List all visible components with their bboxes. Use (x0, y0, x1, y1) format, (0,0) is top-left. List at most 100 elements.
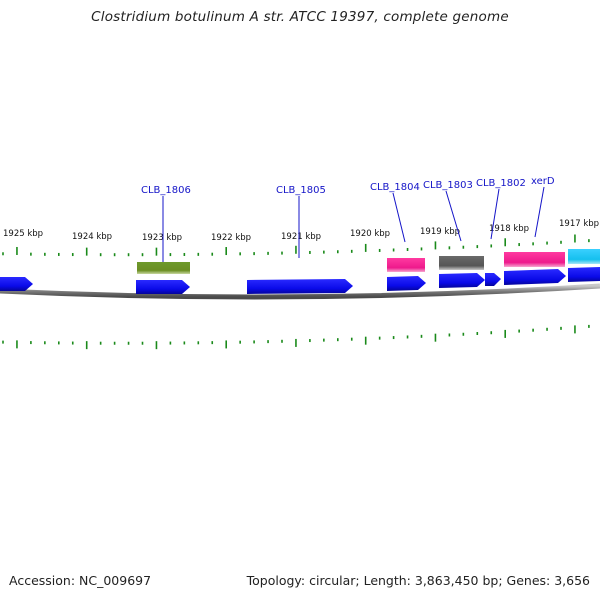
ruler-minor-tick (309, 339, 311, 343)
ruler-minor-tick (337, 250, 339, 254)
gene-cog-box (137, 262, 190, 274)
ruler-minor-tick (127, 341, 130, 345)
ruler-minor-tick (267, 251, 269, 255)
ruler-minor-tick (99, 253, 102, 257)
ruler-minor-tick (113, 341, 116, 345)
ruler-minor-tick (462, 245, 465, 249)
ruler-minor-tick (183, 252, 186, 256)
gene-label: CLB_1802 (476, 178, 526, 189)
ruler-minor-tick (169, 341, 172, 345)
gene-arrow (247, 279, 353, 294)
top-ruler (2, 234, 590, 257)
ruler-minor-tick (99, 341, 102, 345)
gene-arrow (439, 273, 485, 288)
ruler-minor-tick (532, 328, 534, 332)
ruler-label: 1922 kbp (211, 233, 251, 243)
gene-arrow (568, 267, 600, 282)
gene-label: CLB_1803 (423, 180, 473, 191)
ruler-label: 1921 kbp (281, 232, 321, 242)
ruler-label: 1925 kbp (3, 229, 43, 239)
ruler-minor-tick (323, 250, 325, 254)
ruler-minor-tick (113, 253, 116, 257)
ruler-minor-tick (2, 340, 4, 344)
ruler-minor-tick (490, 331, 493, 335)
ruler-minor-tick (588, 239, 590, 243)
ruler-minor-tick (392, 336, 395, 340)
gene-leader-line (392, 192, 406, 243)
ruler-minor-tick (392, 248, 395, 252)
ruler-minor-tick (350, 337, 353, 341)
gene-arrow (136, 280, 190, 294)
gene-label: xerD (531, 176, 555, 187)
ruler-minor-tick (378, 336, 381, 340)
map-title: Clostridium botulinum A str. ATCC 19397,… (91, 9, 509, 25)
accession-text: Accession: NC_009697 (9, 573, 152, 588)
genome-backbone (0, 283, 600, 300)
gene-leader-line (534, 186, 545, 238)
gene-arrow (485, 273, 501, 286)
ruler-label: 1918 kbp (489, 224, 529, 234)
ruler-minor-tick (267, 340, 269, 344)
ruler-minor-tick (30, 341, 32, 345)
ruler-minor-tick (169, 253, 172, 257)
ruler-minor-tick (448, 333, 451, 337)
ruler-minor-tick (462, 332, 465, 336)
gene-arrow (504, 269, 566, 285)
ruler-minor-tick (560, 326, 562, 330)
gene-cog-box (439, 256, 484, 270)
ruler-minor-tick (211, 341, 214, 345)
ruler-label: 1920 kbp (350, 229, 390, 239)
ruler-minor-tick (58, 341, 60, 345)
ruler-minor-tick (337, 338, 339, 342)
ruler-minor-tick (490, 244, 493, 248)
gene-label: CLB_1804 (370, 182, 420, 193)
ruler-minor-tick (141, 253, 144, 257)
ruler-minor-tick (71, 253, 74, 257)
ruler-minor-tick (309, 250, 311, 254)
gene-cog-box (568, 249, 600, 264)
ruler-minor-tick (197, 341, 200, 345)
gene-label: CLB_1805 (276, 185, 326, 196)
gene-label: CLB_1806 (141, 185, 191, 196)
ruler-minor-tick (518, 243, 520, 247)
ruler-minor-tick (30, 252, 32, 256)
ruler-minor-tick (239, 252, 241, 256)
gene-arrow (0, 277, 33, 291)
ruler-minor-tick (211, 252, 214, 256)
ruler-minor-tick (476, 245, 479, 249)
genome-summary-text: Topology: circular; Length: 3,863,450 bp… (246, 573, 590, 588)
ruler-minor-tick (518, 329, 520, 333)
ruler-minor-tick (253, 252, 255, 256)
ruler-minor-tick (560, 240, 562, 244)
ruler-minor-tick (350, 249, 353, 253)
ruler-minor-tick (127, 253, 130, 257)
ruler-minor-tick (420, 247, 423, 251)
gene-cog-box (387, 258, 425, 272)
ruler-minor-tick (378, 248, 381, 252)
ruler-minor-tick (281, 339, 283, 343)
ruler-minor-tick (44, 341, 46, 345)
gene-arrow (387, 276, 426, 291)
ruler-minor-tick (183, 341, 186, 345)
ruler-label: 1923 kbp (142, 233, 182, 243)
ruler-minor-tick (58, 252, 60, 256)
gene-leader-line (490, 188, 500, 240)
ruler-minor-tick (406, 335, 409, 339)
gene-cog-box (504, 252, 565, 267)
ruler-minor-tick (546, 241, 548, 245)
ruler-minor-tick (588, 324, 590, 328)
ruler-minor-tick (2, 252, 4, 256)
ruler-label: 1917 kbp (559, 219, 599, 229)
ruler-minor-tick (281, 251, 283, 255)
ruler-minor-tick (323, 338, 325, 342)
bottom-ruler (2, 324, 590, 350)
ruler-minor-tick (448, 246, 451, 250)
ruler-minor-tick (406, 247, 409, 251)
gene-leader-line (445, 190, 462, 242)
ruler-minor-tick (253, 340, 255, 344)
ruler-minor-tick (71, 341, 74, 345)
ruler-minor-tick (532, 242, 534, 246)
ruler-minor-tick (197, 252, 200, 256)
ruler-minor-tick (239, 340, 241, 344)
